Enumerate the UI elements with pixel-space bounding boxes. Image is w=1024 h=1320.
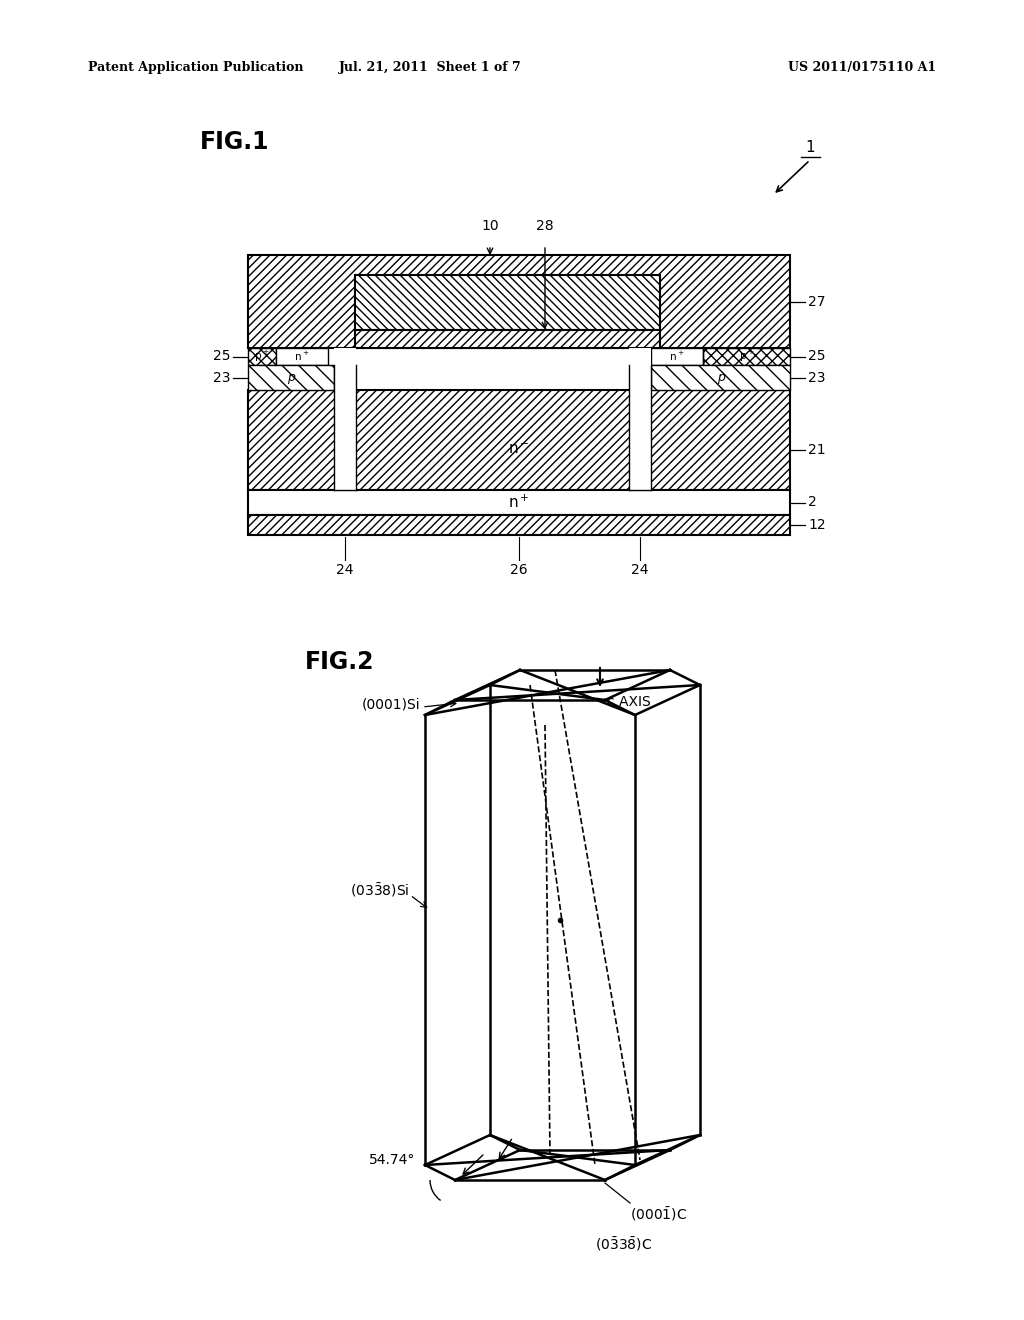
Text: (0001)Si: (0001)Si — [361, 698, 420, 711]
Bar — [703, 348, 790, 366]
Bar — [651, 348, 703, 366]
Bar — [276, 348, 328, 366]
Text: p: p — [287, 371, 295, 384]
Bar — [334, 348, 356, 490]
Text: 2: 2 — [808, 495, 817, 510]
Text: p: p — [717, 371, 724, 384]
Bar — [248, 348, 276, 366]
Text: (03$\bar{3}$8)Si: (03$\bar{3}$8)Si — [350, 880, 410, 899]
Bar — [248, 255, 790, 348]
Bar — [355, 330, 660, 348]
Bar — [355, 275, 660, 330]
Text: 25: 25 — [213, 350, 230, 363]
Text: c AXIS: c AXIS — [607, 696, 650, 709]
Text: 12: 12 — [808, 517, 825, 532]
Text: FIG.2: FIG.2 — [305, 649, 375, 675]
Bar — [651, 366, 790, 389]
Bar — [248, 515, 790, 535]
Text: 25: 25 — [808, 350, 825, 363]
Text: FIG.1: FIG.1 — [200, 129, 269, 154]
Text: (0$\bar{3}$3$\bar{8}$)C: (0$\bar{3}$3$\bar{8}$)C — [595, 1236, 652, 1253]
Text: 28: 28 — [537, 219, 554, 234]
Bar — [355, 330, 660, 348]
Bar — [703, 348, 790, 366]
Text: 23: 23 — [808, 371, 825, 384]
Bar — [248, 389, 790, 490]
Text: 54.74°: 54.74° — [369, 1152, 415, 1167]
Text: n$^+$: n$^+$ — [508, 494, 529, 511]
Bar — [629, 348, 651, 490]
Text: (000$\bar{1}$)C: (000$\bar{1}$)C — [630, 1205, 687, 1222]
Text: 23: 23 — [213, 371, 230, 384]
Bar — [248, 348, 276, 366]
Text: n$^-$: n$^-$ — [508, 442, 529, 458]
Text: 27: 27 — [808, 294, 825, 309]
Text: n$^+$: n$^+$ — [294, 350, 309, 363]
Bar — [248, 366, 334, 389]
Text: 21: 21 — [808, 444, 825, 457]
Bar — [248, 366, 334, 389]
Text: p$^+$: p$^+$ — [738, 348, 755, 364]
Bar — [248, 490, 790, 515]
Text: Jul. 21, 2011  Sheet 1 of 7: Jul. 21, 2011 Sheet 1 of 7 — [339, 62, 521, 74]
Text: Patent Application Publication: Patent Application Publication — [88, 62, 303, 74]
Text: 26: 26 — [510, 564, 527, 577]
Bar — [651, 366, 790, 389]
Bar — [248, 515, 790, 535]
Bar — [248, 389, 790, 490]
Text: 1: 1 — [805, 140, 815, 154]
Text: n$^+$: n$^+$ — [670, 350, 685, 363]
Text: US 2011/0175110 A1: US 2011/0175110 A1 — [787, 62, 936, 74]
Text: 10: 10 — [481, 219, 499, 234]
Bar — [355, 275, 660, 330]
Text: 24: 24 — [631, 564, 649, 577]
Text: p$^+$: p$^+$ — [254, 348, 269, 364]
Text: 24: 24 — [336, 564, 353, 577]
Bar — [248, 255, 790, 348]
